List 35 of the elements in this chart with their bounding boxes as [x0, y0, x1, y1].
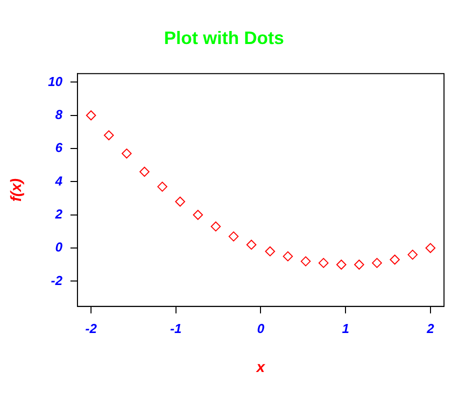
x-tick-label: -1 [170, 320, 182, 336]
y-tick-label: 0 [55, 240, 64, 255]
point [336, 260, 346, 270]
point [282, 251, 293, 262]
chart-title: Plot with Dots [164, 28, 284, 48]
point [228, 231, 239, 242]
y-tick-label: -2 [50, 272, 64, 288]
point [408, 250, 418, 260]
point [354, 260, 364, 270]
point [390, 254, 400, 265]
point [246, 240, 256, 250]
y-tick-label: 2 [54, 206, 64, 222]
y-tick-label: 4 [54, 173, 64, 188]
point [122, 148, 132, 159]
point [192, 210, 203, 220]
point [175, 196, 186, 207]
x-axis-title: x [256, 359, 266, 376]
point [265, 246, 276, 256]
point [372, 258, 382, 268]
y-axis-title: f(x) [8, 178, 26, 202]
x-tick-label: -2 [85, 320, 98, 336]
point [210, 221, 221, 232]
point [139, 166, 150, 177]
point [300, 256, 311, 266]
point [318, 258, 329, 268]
y-tick-label: 10 [48, 74, 64, 89]
point [425, 243, 436, 254]
point [104, 130, 114, 140]
x-tick-label: 1 [342, 320, 350, 336]
y-tick-label: 8 [55, 106, 64, 122]
x-tick-label: 2 [426, 320, 435, 336]
point [157, 182, 168, 192]
x-tick-label: 0 [257, 320, 266, 336]
point [86, 110, 96, 120]
y-tick-label: 6 [55, 140, 64, 156]
